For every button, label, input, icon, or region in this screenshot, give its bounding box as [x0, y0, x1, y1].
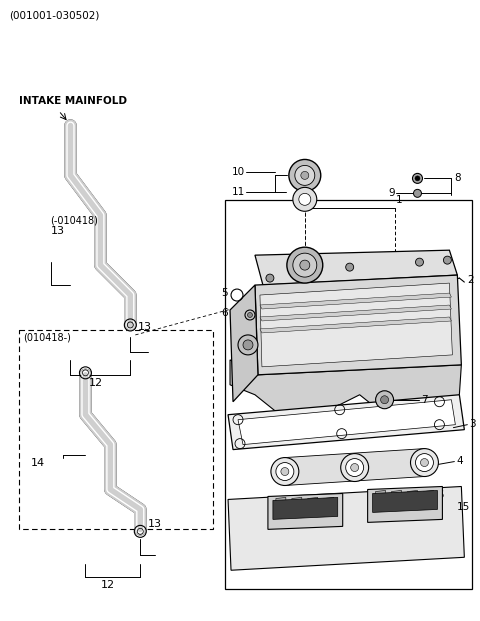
- Text: (-010418): (-010418): [50, 215, 98, 225]
- Text: 3: 3: [469, 419, 476, 428]
- Text: 9: 9: [388, 188, 395, 198]
- Text: 10: 10: [232, 168, 245, 178]
- Circle shape: [416, 453, 433, 471]
- Polygon shape: [260, 305, 451, 321]
- Polygon shape: [260, 293, 451, 309]
- Polygon shape: [408, 491, 418, 504]
- Circle shape: [410, 448, 438, 476]
- Polygon shape: [285, 448, 424, 486]
- Polygon shape: [268, 494, 343, 529]
- Circle shape: [301, 171, 309, 179]
- Circle shape: [281, 468, 289, 476]
- Polygon shape: [255, 275, 461, 375]
- Circle shape: [300, 260, 310, 270]
- Circle shape: [287, 247, 323, 283]
- Circle shape: [420, 458, 429, 466]
- Circle shape: [416, 258, 423, 266]
- Text: 6: 6: [221, 308, 228, 318]
- Polygon shape: [308, 497, 318, 512]
- Text: INTAKE MAINFOLD: INTAKE MAINFOLD: [19, 96, 127, 106]
- Circle shape: [266, 274, 274, 282]
- Polygon shape: [230, 360, 461, 415]
- Circle shape: [444, 256, 451, 264]
- Circle shape: [276, 463, 294, 481]
- Polygon shape: [260, 283, 452, 367]
- Circle shape: [381, 396, 389, 404]
- Circle shape: [351, 463, 359, 471]
- Bar: [225, 201, 472, 589]
- Circle shape: [413, 189, 421, 197]
- Circle shape: [415, 176, 420, 181]
- Polygon shape: [292, 497, 302, 512]
- Text: 5: 5: [221, 288, 228, 298]
- Circle shape: [376, 391, 394, 409]
- Polygon shape: [230, 285, 258, 402]
- Text: 13: 13: [148, 519, 162, 529]
- Text: 4: 4: [456, 456, 463, 466]
- Polygon shape: [376, 491, 385, 504]
- Text: 13: 13: [50, 226, 64, 236]
- Polygon shape: [392, 491, 402, 504]
- Text: 8: 8: [455, 173, 461, 183]
- Text: 13: 13: [138, 322, 152, 332]
- Polygon shape: [368, 486, 443, 522]
- Text: (001001-030502): (001001-030502): [9, 11, 99, 21]
- Circle shape: [248, 312, 252, 317]
- Text: 12: 12: [101, 580, 116, 590]
- Circle shape: [341, 453, 369, 481]
- Circle shape: [293, 253, 317, 277]
- Circle shape: [238, 335, 258, 355]
- Polygon shape: [228, 395, 464, 450]
- Circle shape: [299, 193, 311, 206]
- Circle shape: [271, 458, 299, 486]
- Polygon shape: [324, 497, 334, 512]
- Circle shape: [293, 188, 317, 211]
- Circle shape: [412, 173, 422, 183]
- Circle shape: [346, 458, 364, 476]
- Text: 11: 11: [232, 188, 245, 197]
- Text: 16: 16: [432, 491, 444, 501]
- Circle shape: [289, 160, 321, 191]
- Polygon shape: [276, 497, 286, 512]
- Text: 1: 1: [396, 196, 402, 206]
- Circle shape: [295, 165, 315, 185]
- Text: 15: 15: [456, 502, 469, 512]
- Bar: [19, 330, 213, 529]
- Text: 2: 2: [468, 275, 474, 285]
- Polygon shape: [423, 491, 433, 504]
- Polygon shape: [273, 497, 338, 519]
- Text: 7: 7: [421, 395, 428, 405]
- Text: (010418-): (010418-): [23, 333, 71, 343]
- Polygon shape: [238, 400, 456, 445]
- Text: 14: 14: [31, 458, 45, 468]
- Polygon shape: [372, 491, 437, 512]
- Circle shape: [243, 340, 253, 350]
- Polygon shape: [255, 250, 457, 285]
- Polygon shape: [260, 317, 451, 333]
- Text: 12: 12: [88, 378, 103, 388]
- Polygon shape: [228, 486, 464, 570]
- Circle shape: [346, 263, 354, 271]
